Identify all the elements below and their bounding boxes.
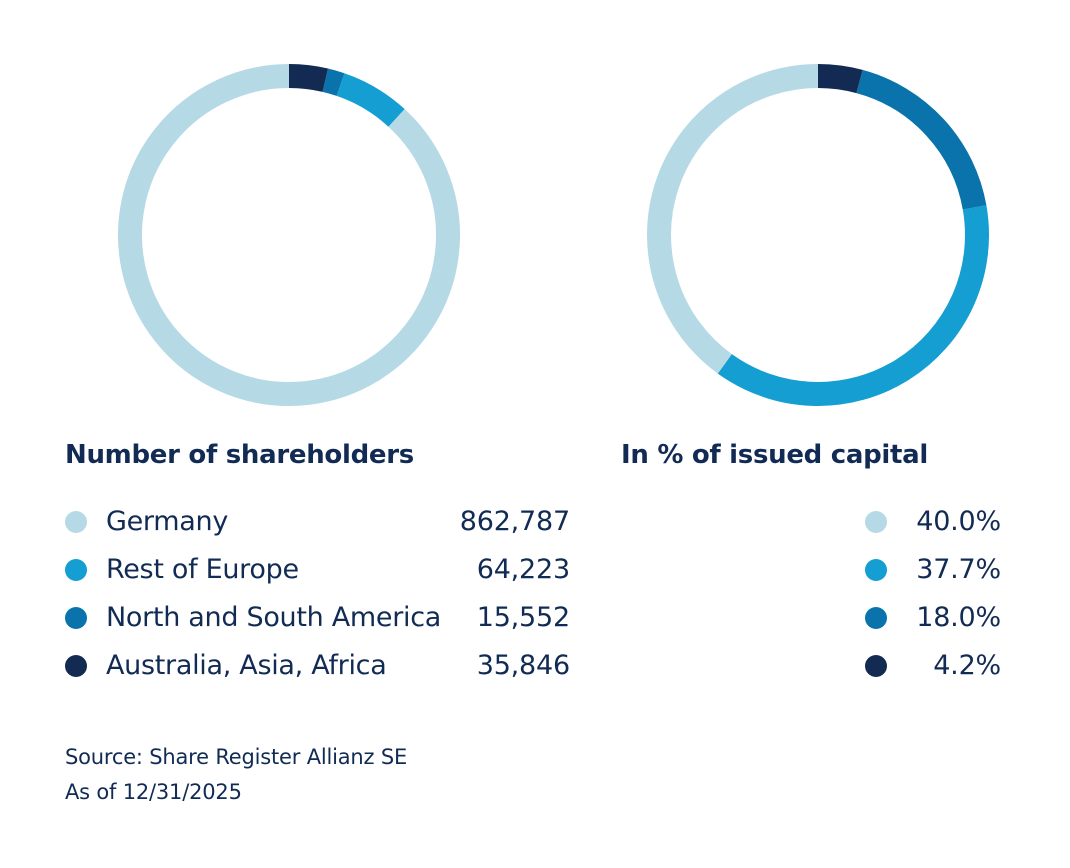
legend-value: 15,552 [476,602,570,633]
north-south-america-segment [856,69,987,210]
legend-label: Australia, Asia, Africa [106,650,387,681]
legend-value: 862,787 [459,506,570,537]
rest-of-europe-color-dot [865,559,887,581]
legend-row-australia-asia-africa: Australia, Asia, Africa 35,846 [65,646,570,686]
legend-row-north-south-america-percent: 18.0% [865,598,1001,638]
legend-value: 37.7% [916,554,1001,585]
issued-capital-chart-title: In % of issued capital [621,440,928,470]
australia-asia-africa-color-dot [865,655,887,677]
shareholders-chart-title: Number of shareholders [65,440,414,470]
rest-of-europe-segment [717,205,989,406]
legend-row-germany-percent: 40.0% [865,502,1001,542]
germany-segment [118,64,460,406]
rest-of-europe-segment [336,73,405,127]
germany-color-dot [865,511,887,533]
legend-row-rest-of-europe-percent: 37.7% [865,550,1001,590]
legend-row-rest-of-europe: Rest of Europe 64,223 [65,550,570,590]
north-south-america-segment [322,68,345,96]
shareholders-donut-chart [118,64,460,406]
north-south-america-color-dot [65,607,87,629]
germany-segment [647,64,819,374]
legend-label: North and South America [106,602,442,633]
as-of-date: As of 12/31/2025 [65,780,242,804]
legend-value: 64,223 [476,554,570,585]
australia-asia-africa-color-dot [65,655,87,677]
issued-capital-donut-chart [647,64,989,406]
australia-asia-africa-segment [288,64,329,92]
legend-label: Germany [106,506,228,537]
legend-value: 18.0% [916,602,1001,633]
germany-color-dot [65,511,87,533]
legend-label: Rest of Europe [106,554,299,585]
australia-asia-africa-segment [817,64,863,94]
legend-row-germany: Germany 862,787 [65,502,570,542]
north-south-america-color-dot [865,607,887,629]
legend-row-north-south-america: North and South America 15,552 [65,598,570,638]
legend-value: 40.0% [916,506,1001,537]
legend-value: 35,846 [476,650,570,681]
legend-row-australia-asia-africa-percent: 4.2% [865,646,1001,686]
source-note: Source: Share Register Allianz SE [65,745,408,769]
legend-value: 4.2% [933,650,1001,681]
rest-of-europe-color-dot [65,559,87,581]
